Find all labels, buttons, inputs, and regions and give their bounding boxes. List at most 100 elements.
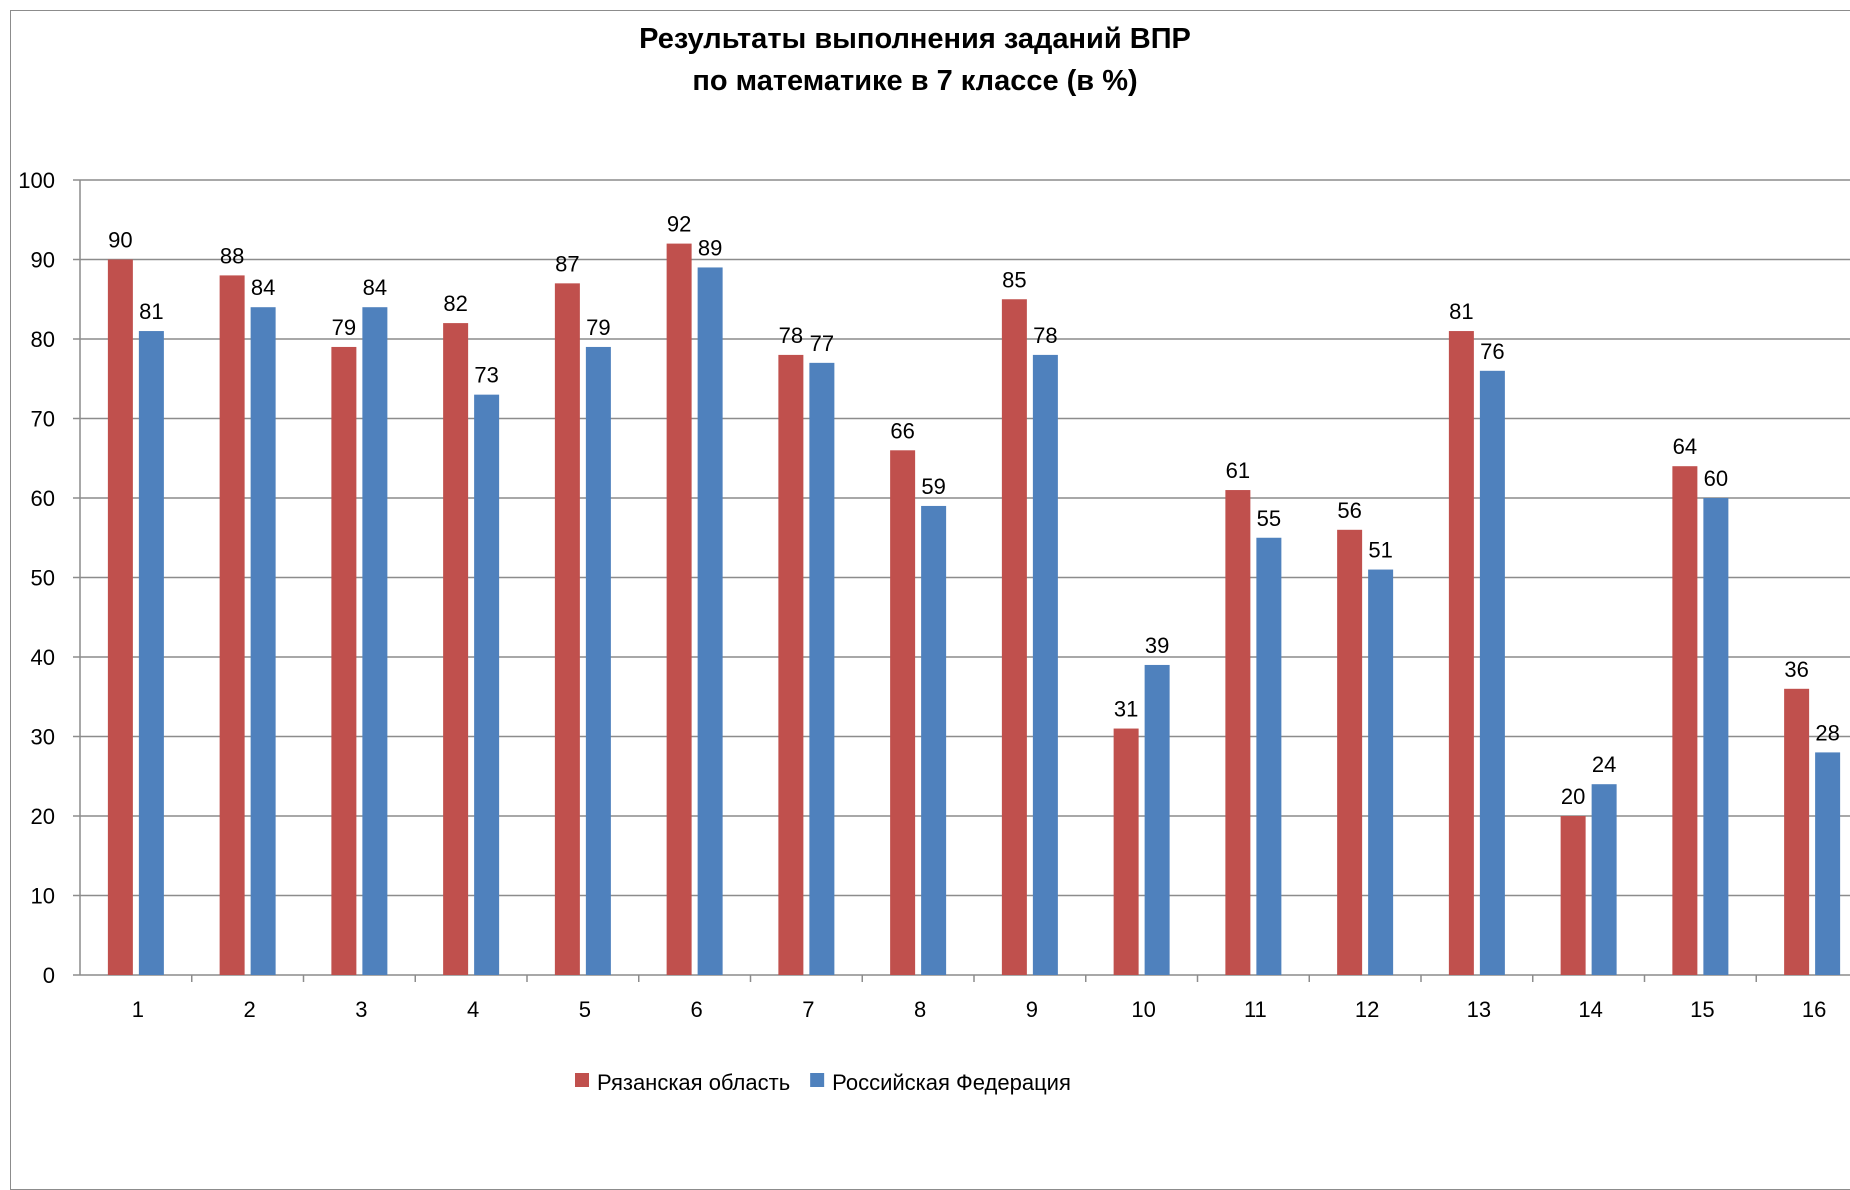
data-label: 81 <box>1449 299 1473 324</box>
bar-series-2 <box>1256 537 1282 975</box>
bar-series-1 <box>1001 299 1027 975</box>
x-tick-label: 5 <box>579 997 591 1022</box>
data-label: 82 <box>443 291 467 316</box>
y-tick-label: 30 <box>31 725 55 750</box>
data-label: 55 <box>1257 506 1281 531</box>
data-label: 81 <box>139 299 163 324</box>
x-tick-label: 3 <box>355 997 367 1022</box>
bar-series-1 <box>219 275 245 975</box>
bar-series-1 <box>1225 490 1251 975</box>
y-tick-label: 60 <box>31 486 55 511</box>
bar-series-1 <box>443 323 469 976</box>
data-label: 76 <box>1480 339 1504 364</box>
x-tick-label: 6 <box>691 997 703 1022</box>
data-label: 88 <box>220 243 244 268</box>
x-tick-label: 11 <box>1244 997 1267 1022</box>
legend: Рязанская область Российская Федерация <box>575 1070 1071 1095</box>
x-tick-label: 8 <box>914 997 926 1022</box>
bar-series-2 <box>474 394 500 975</box>
y-tick-label: 0 <box>43 963 55 988</box>
bar-series-2 <box>250 307 276 975</box>
data-label: 84 <box>251 275 275 300</box>
data-label: 87 <box>555 251 579 276</box>
bar-series-1 <box>890 450 916 975</box>
bar-series-2 <box>1815 752 1841 975</box>
y-tick-label: 90 <box>31 248 55 273</box>
bar-series-2 <box>1032 354 1058 975</box>
bar-series-2 <box>1591 784 1617 975</box>
data-label: 77 <box>810 331 834 356</box>
bar-series-1 <box>1448 331 1474 975</box>
data-label: 36 <box>1784 657 1808 682</box>
x-tick-label: 9 <box>1026 997 1038 1022</box>
bar-series-1 <box>1337 529 1363 975</box>
data-label: 89 <box>698 235 722 260</box>
bar-series-2 <box>697 267 723 975</box>
x-tick-label: 2 <box>244 997 256 1022</box>
data-label: 51 <box>1368 538 1392 563</box>
bar-series-1 <box>1560 816 1586 975</box>
chart-title-line-2: по математике в 7 классе (в %) <box>692 65 1137 97</box>
data-label: 39 <box>1145 633 1169 658</box>
bar-chart: Результаты выполнения заданий ВПР по мат… <box>18 23 1850 1095</box>
bar-series-1 <box>554 283 580 976</box>
data-label: 92 <box>667 212 691 237</box>
data-label: 85 <box>1002 267 1026 292</box>
bar-series-2 <box>809 362 835 976</box>
data-label: 79 <box>586 315 610 340</box>
x-tick-label: 13 <box>1467 997 1491 1022</box>
bar-series-2 <box>921 505 947 975</box>
x-tick-label: 14 <box>1578 997 1602 1022</box>
data-label: 61 <box>1226 458 1250 483</box>
bar-series-1 <box>778 354 804 975</box>
x-tick-label: 7 <box>802 997 814 1022</box>
data-label: 24 <box>1592 752 1616 777</box>
data-label: 84 <box>363 275 387 300</box>
bar-series-2 <box>1368 569 1394 975</box>
x-tick-label: 12 <box>1355 997 1379 1022</box>
bar-series-2 <box>1144 664 1170 975</box>
x-tick-label: 15 <box>1690 997 1714 1022</box>
x-tick-label: 4 <box>467 997 479 1022</box>
data-label: 64 <box>1673 434 1697 459</box>
y-tick-label: 10 <box>31 884 55 909</box>
data-label: 73 <box>474 363 498 388</box>
data-label: 31 <box>1114 697 1138 722</box>
bar-series-2 <box>362 307 388 975</box>
bar-series-2 <box>1479 370 1505 975</box>
bars: 90 88 79 82 87 92 78 66 85 31 61 56 81 20 64 36 81 84 84 73… <box>107 212 1841 976</box>
bar-series-1 <box>666 243 692 976</box>
legend-label-1: Рязанская область <box>597 1070 790 1095</box>
data-label: 20 <box>1561 784 1585 809</box>
y-tick-label: 70 <box>31 407 55 432</box>
data-label: 56 <box>1337 498 1361 523</box>
chart-title-line-1: Результаты выполнения заданий ВПР <box>639 23 1191 55</box>
data-label: 60 <box>1704 466 1728 491</box>
x-tick-label: 1 <box>132 997 144 1022</box>
y-tick-label: 100 <box>18 168 55 193</box>
y-tick-label: 20 <box>31 804 55 829</box>
data-label: 28 <box>1815 720 1839 745</box>
bar-series-2 <box>1703 498 1729 975</box>
data-label: 59 <box>921 474 945 499</box>
bar-series-1 <box>1113 728 1139 975</box>
data-label: 90 <box>108 228 132 253</box>
y-tick-label: 40 <box>31 645 55 670</box>
bar-series-1 <box>1672 466 1698 975</box>
x-tick-label: 10 <box>1131 997 1155 1022</box>
legend-swatch-1 <box>575 1073 589 1087</box>
bar-series-2 <box>585 346 611 975</box>
data-label: 78 <box>1033 323 1057 348</box>
y-tick-label: 80 <box>31 327 55 352</box>
y-tick-label: 50 <box>31 566 55 591</box>
bar-series-1 <box>331 346 357 975</box>
data-label: 79 <box>332 315 356 340</box>
bar-series-1 <box>1784 688 1810 975</box>
bar-series-1 <box>107 259 133 975</box>
x-tick-label: 16 <box>1802 997 1826 1022</box>
legend-swatch-2 <box>810 1073 825 1087</box>
legend-label-2: Российская Федерация <box>832 1070 1071 1095</box>
bar-series-2 <box>138 331 164 975</box>
data-label: 66 <box>890 418 914 443</box>
